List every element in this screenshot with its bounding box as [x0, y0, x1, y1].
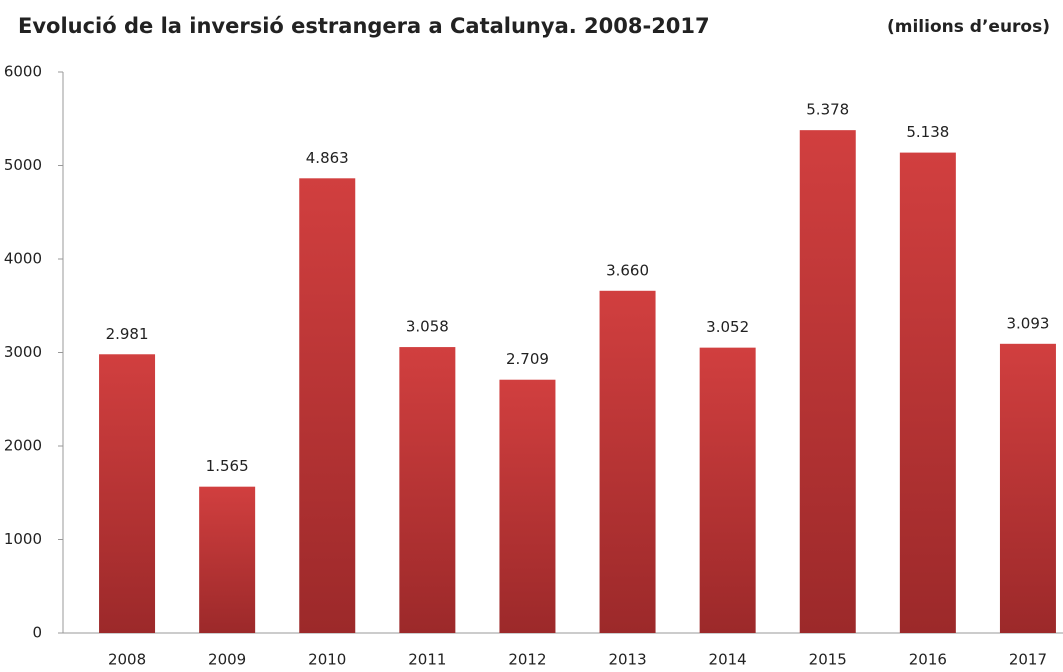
bar	[499, 379, 556, 633]
x-tick-label: 2011	[408, 651, 446, 669]
x-tick-label: 2017	[1009, 651, 1047, 669]
x-tick-label: 2010	[308, 651, 346, 669]
chart-title: Evolució de la inversió estrangera a Cat…	[18, 14, 710, 38]
y-tick-label: 0	[32, 624, 42, 642]
bar	[199, 486, 256, 633]
x-tick-label: 2008	[108, 651, 146, 669]
value-label: 3.660	[606, 261, 649, 279]
bar	[299, 178, 356, 633]
bar	[999, 343, 1056, 633]
value-label: 2.981	[106, 325, 149, 343]
value-label: 3.052	[706, 318, 749, 336]
value-label: 3.093	[1006, 314, 1049, 332]
y-tick-label: 4000	[4, 250, 42, 268]
value-label: 5.138	[906, 123, 949, 141]
y-tick-label: 5000	[4, 156, 42, 174]
value-label: 2.709	[506, 350, 549, 368]
bar	[899, 152, 956, 634]
y-tick-label: 1000	[4, 530, 42, 548]
x-tick-label: 2014	[709, 651, 747, 669]
chart-subtitle: (milions d’euros)	[887, 17, 1050, 37]
x-tick-label: 2012	[508, 651, 546, 669]
bar	[99, 354, 156, 633]
y-tick-label: 6000	[4, 63, 42, 81]
bar	[599, 290, 656, 633]
bar	[399, 347, 456, 633]
x-tick-label: 2013	[608, 651, 646, 669]
y-tick-label: 2000	[4, 437, 42, 455]
value-label: 5.378	[806, 101, 849, 119]
x-tick-label: 2015	[809, 651, 847, 669]
value-label: 1.565	[206, 457, 249, 475]
value-label: 3.058	[406, 318, 449, 336]
y-tick-label: 3000	[4, 343, 42, 361]
bar	[699, 347, 756, 633]
value-label: 4.863	[306, 149, 349, 167]
x-tick-label: 2016	[909, 651, 947, 669]
bar	[799, 130, 856, 634]
x-tick-label: 2009	[208, 651, 246, 669]
